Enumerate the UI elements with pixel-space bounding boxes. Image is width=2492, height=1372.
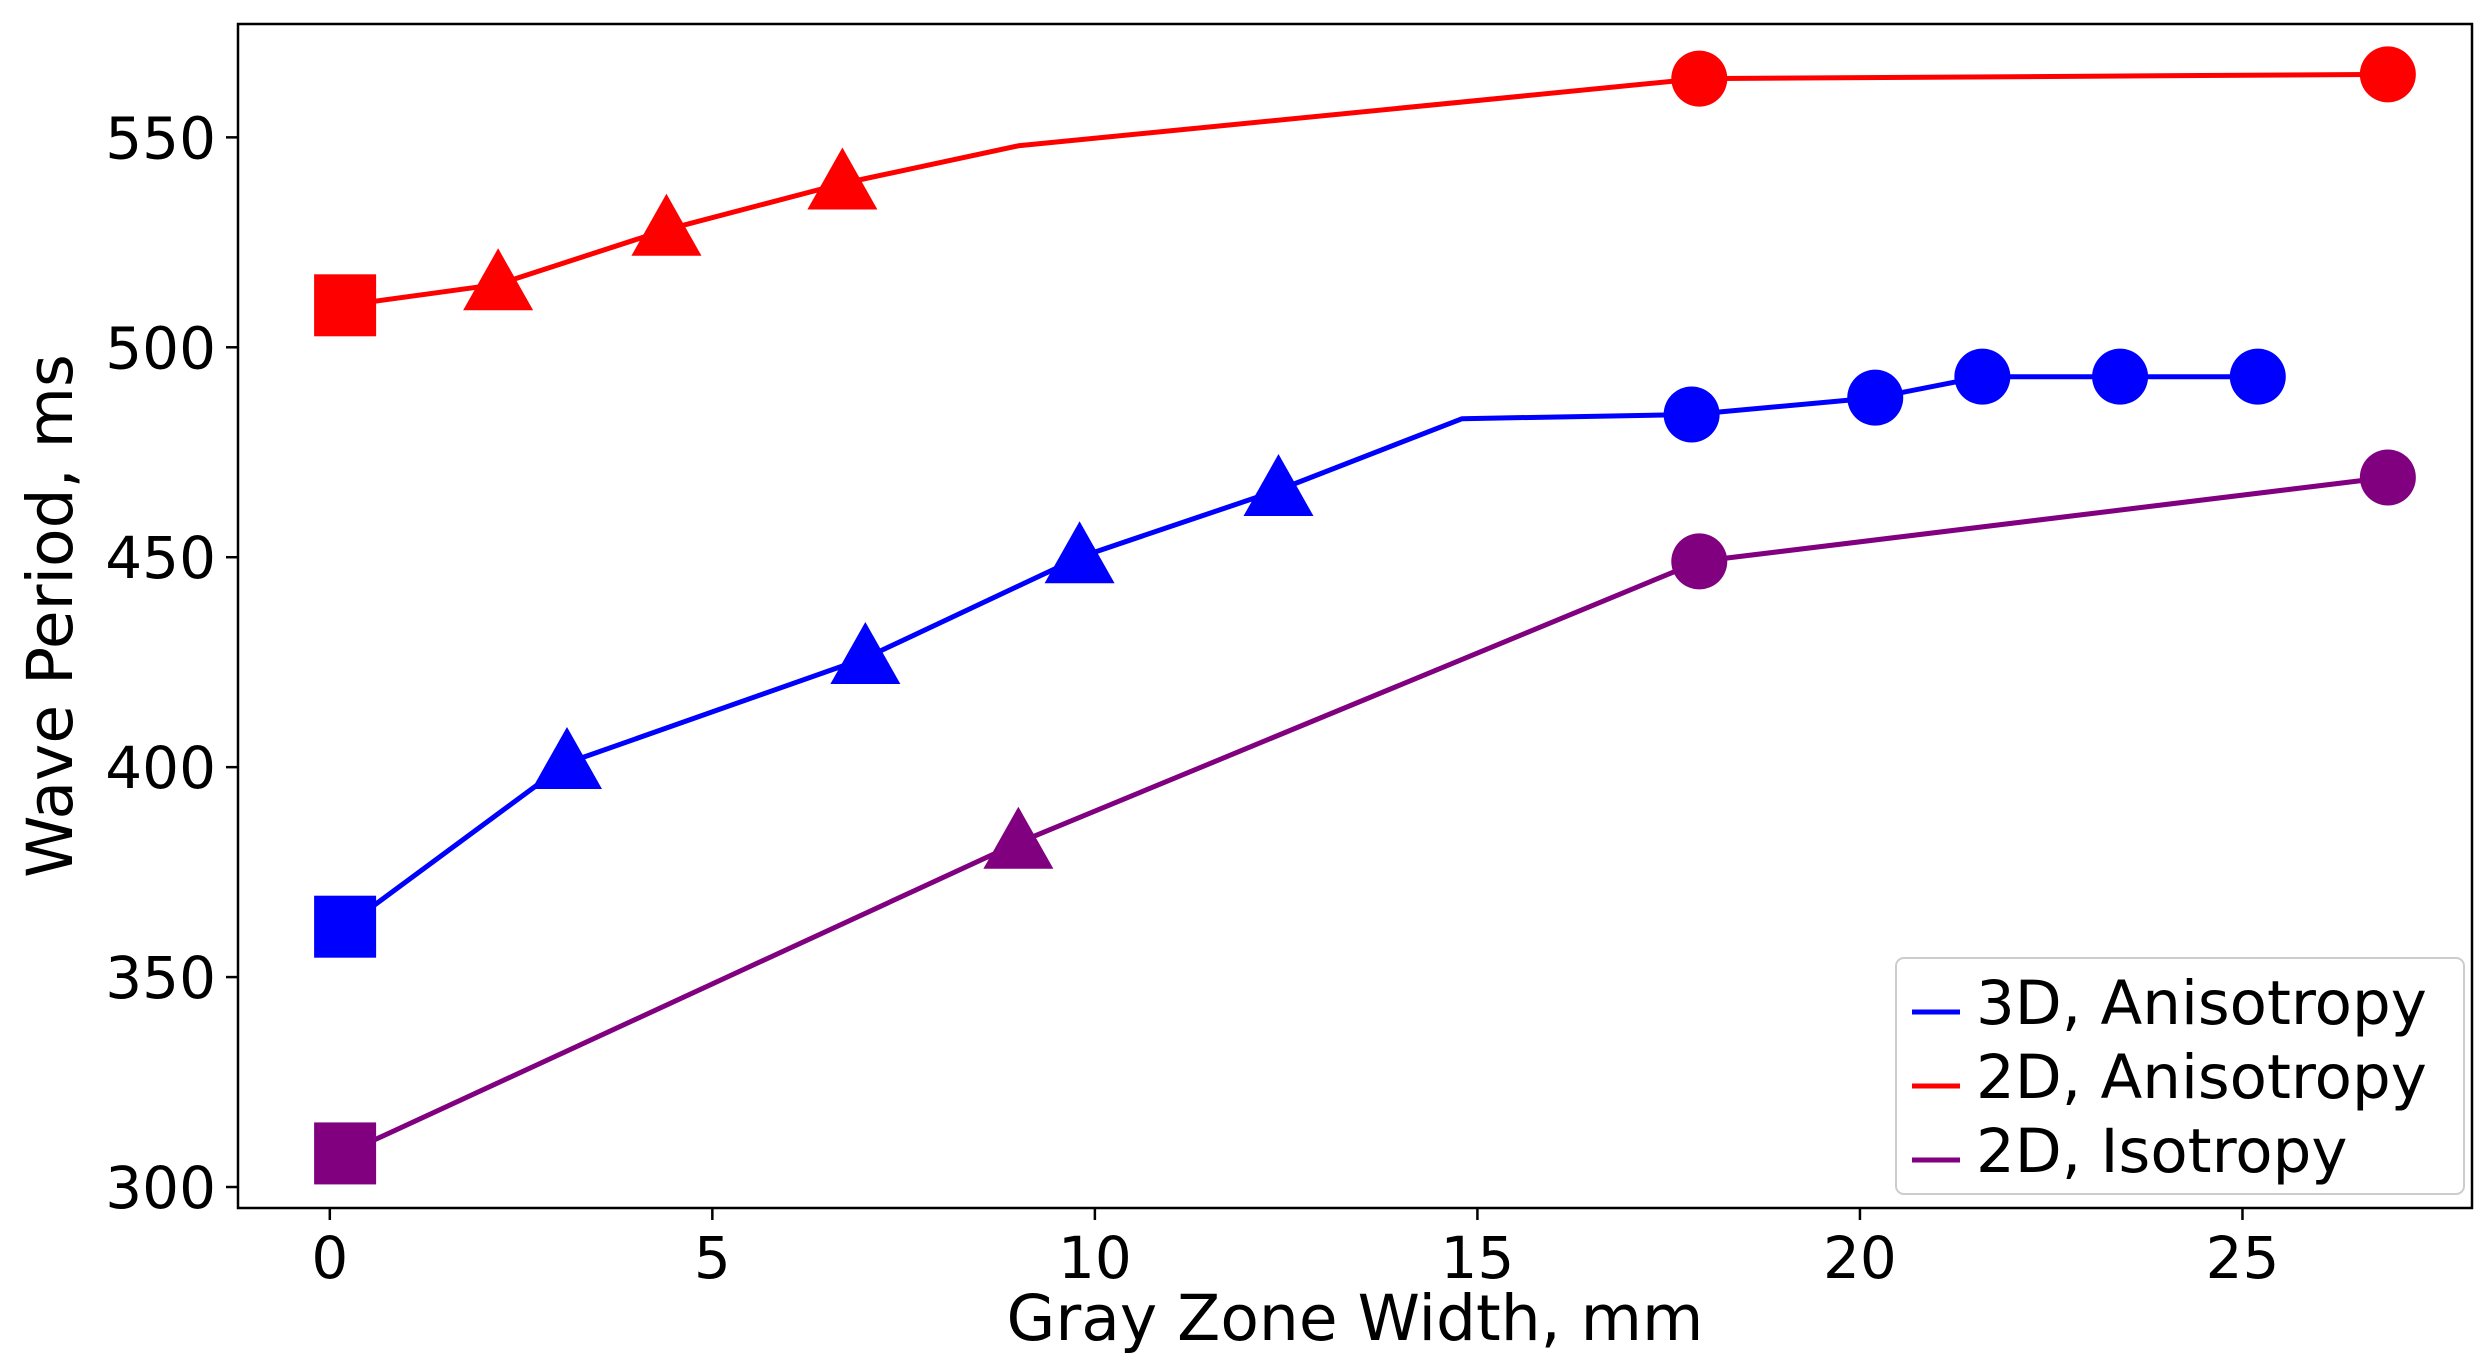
y-axis-ticks: 300 350 400 450 500 550 <box>105 104 238 1222</box>
series-2d-anisotropy <box>314 46 2416 337</box>
x-tick-label: 0 <box>311 1224 348 1292</box>
marker-triangle-3d-anisotropy <box>830 621 901 684</box>
y-tick-label: 500 <box>105 314 216 382</box>
legend: 3D, Anisotropy 2D, Anisotropy 2D, Isotro… <box>1895 957 2465 1195</box>
legend-box <box>1895 957 2465 1195</box>
legend-label-3d-anisotropy: 3D, Anisotropy <box>1976 968 2427 1039</box>
marker-triangle-2d-anisotropy <box>631 193 702 256</box>
plot-frame <box>236 22 2474 1210</box>
x-tick-label: 5 <box>694 1224 731 1292</box>
marker-circle-3d-anisotropy <box>2092 348 2149 405</box>
legend-label-2d-anisotropy: 2D, Anisotropy <box>1976 1042 2427 1113</box>
marker-square-2d-anisotropy <box>314 274 377 337</box>
marker-circle-2d-isotropy <box>2359 449 2416 506</box>
y-tick-label: 550 <box>105 104 216 172</box>
marker-triangle-2d-isotropy <box>983 806 1054 869</box>
x-tick-label: 25 <box>2206 1224 2280 1292</box>
marker-triangle-3d-anisotropy <box>531 726 602 789</box>
series-line-2d-isotropy <box>344 474 2389 1156</box>
marker-circle-3d-anisotropy <box>1663 386 1720 443</box>
x-tick-label: 20 <box>1823 1224 1897 1292</box>
series-3d-anisotropy <box>314 348 2286 958</box>
series-line-3d-anisotropy <box>343 374 2258 929</box>
x-axis-label: Gray Zone Width, mm <box>1007 1282 1704 1355</box>
series-2d-isotropy <box>314 449 2416 1185</box>
y-tick-label: 350 <box>105 944 216 1012</box>
marker-square-3d-anisotropy <box>314 895 377 958</box>
y-tick-label: 450 <box>105 524 216 592</box>
marker-circle-2d-isotropy <box>1671 533 1728 590</box>
x-axis-ticks: 0 5 10 15 20 25 <box>311 1208 2279 1292</box>
x-tick-label: 10 <box>1058 1224 1132 1292</box>
marker-circle-3d-anisotropy <box>1954 348 2011 405</box>
marker-circle-3d-anisotropy <box>1847 369 1904 426</box>
marker-circle-2d-anisotropy <box>2359 46 2416 103</box>
marker-triangle-3d-anisotropy <box>1044 521 1115 584</box>
y-tick-label: 400 <box>105 734 216 802</box>
legend-label-2d-isotropy: 2D, Isotropy <box>1976 1116 2347 1187</box>
marker-circle-2d-anisotropy <box>1671 50 1728 107</box>
marker-circle-3d-anisotropy <box>2229 348 2286 405</box>
marker-triangle-3d-anisotropy <box>1243 454 1314 517</box>
y-tick-label: 300 <box>105 1154 216 1222</box>
x-tick-label: 15 <box>1441 1224 1515 1292</box>
y-axis-label: Wave Period, ms <box>14 354 87 878</box>
marker-triangle-2d-anisotropy <box>463 248 534 311</box>
marker-square-2d-isotropy <box>314 1122 377 1185</box>
marker-triangle-2d-anisotropy <box>807 147 878 210</box>
series-layer <box>314 46 2416 1185</box>
